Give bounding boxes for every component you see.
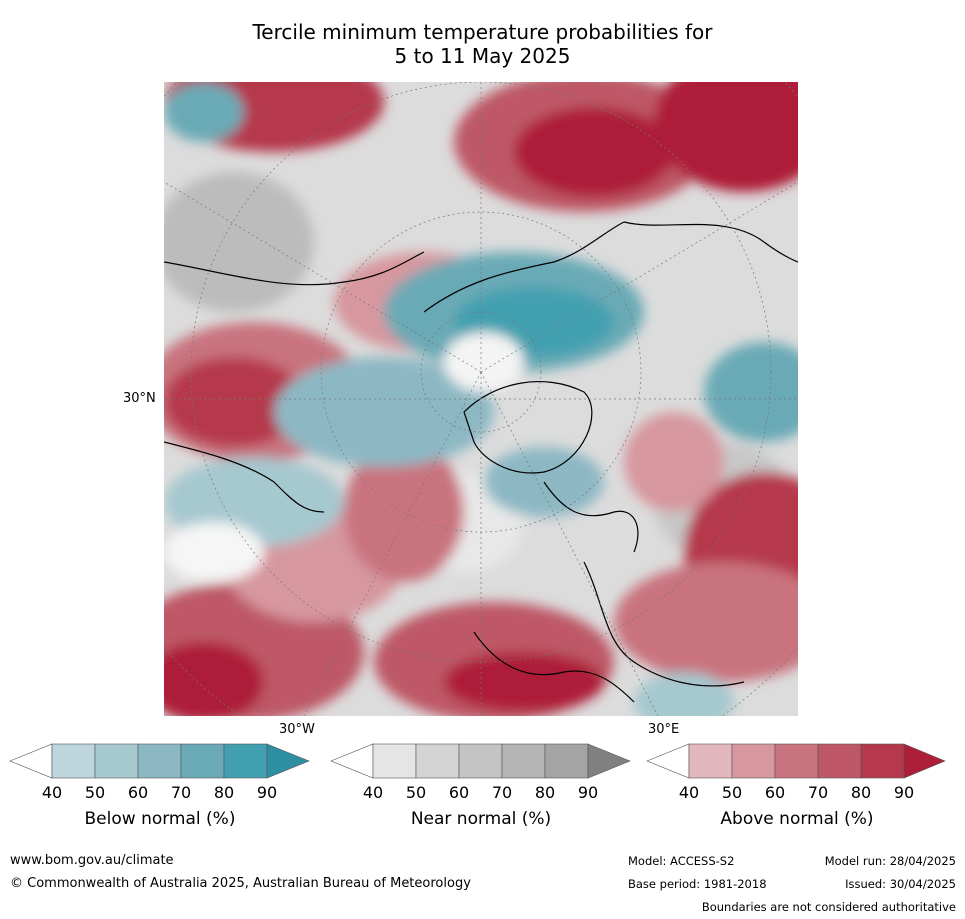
- title-line-2: 5 to 11 May 2025: [394, 44, 571, 68]
- graticule: [164, 82, 798, 716]
- latitude-label-30n: 30°N: [123, 391, 156, 406]
- legend-swatch: [688, 743, 733, 779]
- legend-swatch: [860, 743, 905, 779]
- legend-tick: 50: [405, 783, 427, 802]
- legend-colorbar: [330, 743, 631, 779]
- coastlines: [164, 221, 798, 703]
- legend-title: Near normal (%): [410, 809, 552, 829]
- map-title: Tercile minimum temperature probabilitie…: [0, 20, 965, 68]
- legend-tick: 60: [764, 783, 786, 802]
- legend-tick: 60: [448, 783, 470, 802]
- legend-tick: 50: [721, 783, 743, 802]
- legend-arrow-left: [9, 743, 53, 779]
- legend-arrow-right: [587, 743, 631, 779]
- legend-swatch: [372, 743, 417, 779]
- model-text: Model: ACCESS-S2: [628, 854, 735, 868]
- legend-tick: 80: [534, 783, 556, 802]
- legend-tick: 90: [577, 783, 599, 802]
- legend-swatch: [731, 743, 776, 779]
- issued-text: Issued: 30/04/2025: [845, 877, 956, 891]
- legend-tick: 70: [807, 783, 829, 802]
- model-run-text: Model run: 28/04/2025: [824, 854, 956, 868]
- probability-map: [164, 82, 798, 716]
- longitude-label-30w: 30°W: [279, 722, 315, 737]
- legend-arrow-right: [266, 743, 310, 779]
- legend-below-normal: 40 50 60 70 80 90 Below normal (%): [9, 743, 310, 829]
- legend-tick: 90: [893, 783, 915, 802]
- legend-arrow-left: [330, 743, 374, 779]
- legend-title: Below normal (%): [84, 809, 236, 829]
- legend-colorbar: [646, 743, 946, 779]
- disclaimer-text: Boundaries are not considered authoritat…: [701, 900, 956, 914]
- legend-above-normal: 40 50 60 70 80 90 Above normal (%): [646, 743, 947, 829]
- legend-swatch: [94, 743, 139, 779]
- legend-swatch: [51, 743, 96, 779]
- legend-swatch: [180, 743, 225, 779]
- legend-near-normal: 40 50 60 70 80 90 Near normal (%): [330, 743, 631, 829]
- legend-tick: 90: [256, 783, 278, 802]
- legend-arrow-left: [646, 743, 690, 779]
- legend-tick: 80: [213, 783, 235, 802]
- legend-title: Above normal (%): [720, 809, 874, 829]
- legend-tick: 50: [84, 783, 106, 802]
- legend-swatch: [817, 743, 862, 779]
- legend-swatch: [501, 743, 546, 779]
- legend-swatch: [458, 743, 503, 779]
- legend-tick: 70: [491, 783, 513, 802]
- legend-swatch: [223, 743, 268, 779]
- legend-tick: 40: [41, 783, 63, 802]
- title-line-1: Tercile minimum temperature probabilitie…: [252, 20, 713, 44]
- legend-arrow-right: [903, 743, 946, 779]
- base-period-text: Base period: 1981-2018: [628, 877, 767, 891]
- legend-tick: 60: [127, 783, 149, 802]
- legend-tick: 40: [678, 783, 700, 802]
- copyright-text: © Commonwealth of Australia 2025, Austra…: [10, 876, 471, 891]
- legend-tick: 40: [362, 783, 384, 802]
- legend-swatch: [415, 743, 460, 779]
- legend-colorbar: [9, 743, 310, 779]
- legend-swatch: [774, 743, 819, 779]
- legend-swatch: [137, 743, 182, 779]
- map-canvas: [164, 82, 798, 716]
- website-link[interactable]: www.bom.gov.au/climate: [10, 853, 174, 868]
- legend-tick: 70: [170, 783, 192, 802]
- legend-swatch: [544, 743, 589, 779]
- legend-tick: 80: [850, 783, 872, 802]
- probability-fields: [164, 82, 798, 716]
- longitude-label-30e: 30°E: [648, 722, 680, 737]
